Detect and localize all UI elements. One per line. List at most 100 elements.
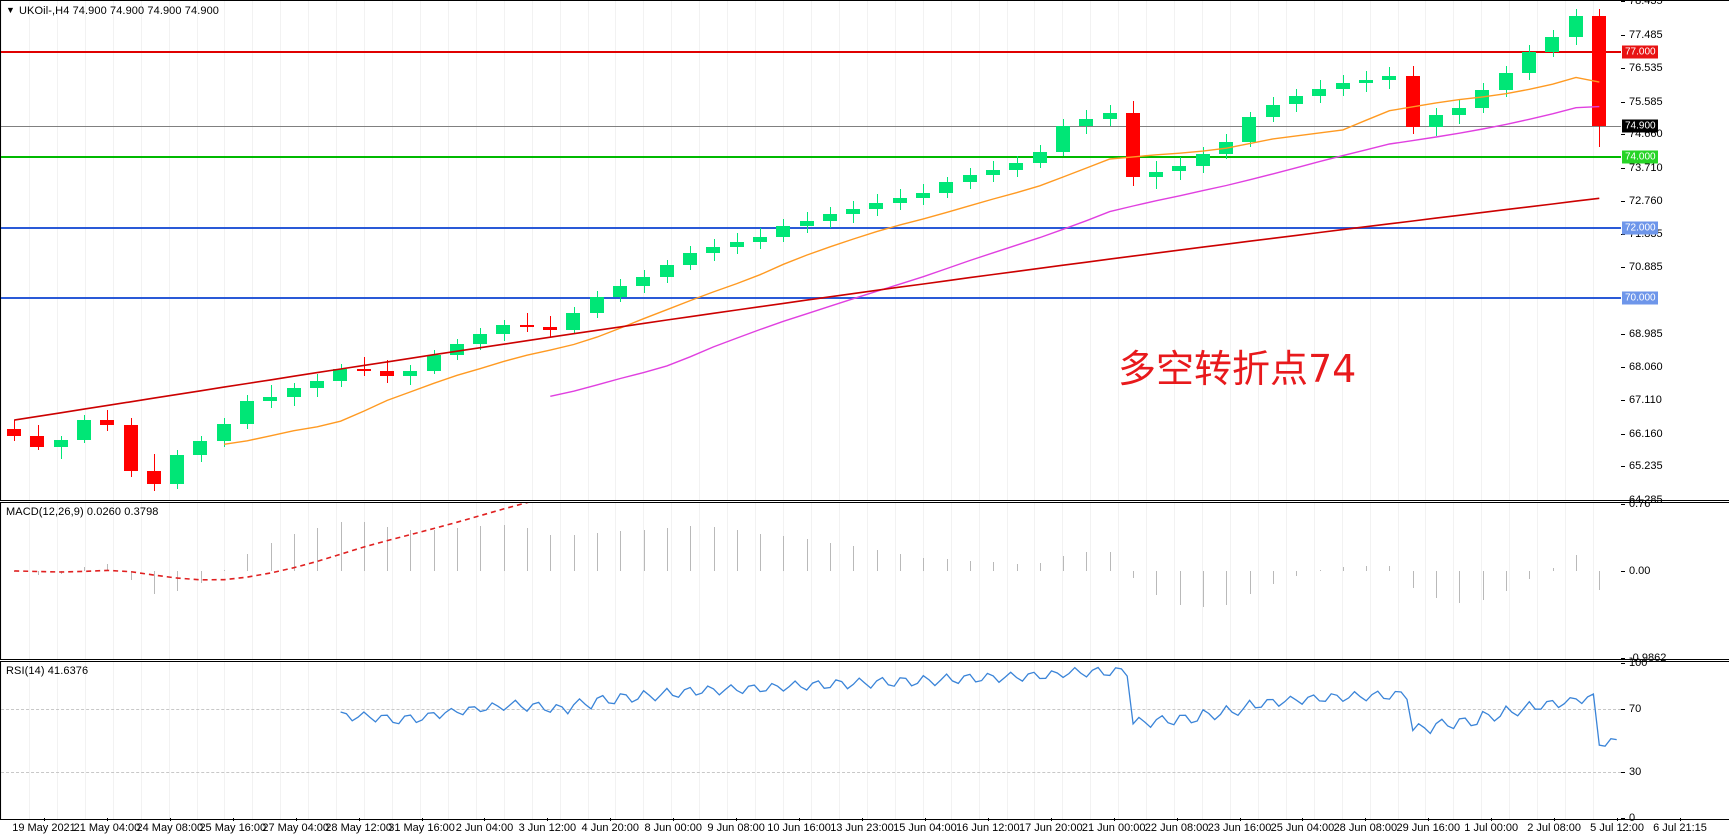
macd-histogram-bar (131, 570, 132, 580)
grid-line (392, 503, 393, 659)
candle-body (683, 252, 697, 265)
grid-line (951, 662, 952, 819)
grid-line (1034, 662, 1035, 819)
grid-line (1062, 662, 1063, 819)
axis-tick-mark (1617, 818, 1619, 821)
grid-line (364, 503, 365, 659)
candle-body (1522, 51, 1536, 73)
axis-tick-mark (1621, 709, 1625, 711)
grid-line (699, 662, 700, 819)
last-price-tag[interactable]: 74.900 (1622, 119, 1658, 133)
macd-histogram-bar (504, 524, 505, 571)
candle-body (1336, 83, 1350, 89)
grid-line (1090, 662, 1091, 819)
grid-line (29, 1, 30, 500)
macd-histogram-bar (620, 530, 621, 571)
grid-line (1481, 503, 1482, 659)
time-axis-label: 19 May 2021 (12, 822, 76, 834)
axis-tick-mark (1621, 366, 1625, 368)
candle-body (823, 213, 837, 221)
axis-tick-mark (1302, 818, 1304, 821)
time-axis-label: 31 May 16:00 (388, 822, 455, 834)
price-plot-area[interactable] (1, 1, 1621, 500)
grid-line (141, 662, 142, 819)
grid-line (755, 1, 756, 500)
rsi-axis-label: 100 (1629, 657, 1648, 669)
grid-line (727, 662, 728, 819)
grid-line (1314, 503, 1315, 659)
grid-line (951, 1, 952, 500)
grid-line (1286, 503, 1287, 659)
price-level-line[interactable] (1, 50, 1621, 53)
macd-histogram-bar (853, 546, 854, 571)
grid-line (1565, 1, 1566, 500)
axis-tick-mark (1621, 101, 1625, 103)
grid-line (560, 662, 561, 819)
grid-line (532, 662, 533, 819)
candle-body (310, 381, 324, 389)
macd-histogram-bar (690, 526, 691, 571)
macd-histogram-bar (807, 539, 808, 571)
rsi-axis-label: 70 (1629, 703, 1642, 716)
macd-histogram-bar (1017, 563, 1018, 571)
macd-plot-area[interactable] (1, 503, 1621, 659)
grid-line (1258, 503, 1259, 659)
grid-line (895, 662, 896, 819)
level-72-tag[interactable]: 72.000 (1622, 221, 1658, 235)
price-level-line[interactable] (1, 156, 1621, 159)
time-axis-label: 27 May 04:00 (262, 822, 330, 834)
rsi-indicator-panel[interactable]: 100 70 30 0 (0, 657, 1729, 824)
grid-line (336, 1, 337, 500)
axis-tick-mark (1621, 334, 1625, 336)
grid-line (224, 662, 225, 819)
grid-line (1090, 1, 1091, 500)
price-axis-label: 72.760 (1629, 195, 1663, 208)
rsi-plot-area[interactable] (1, 662, 1621, 819)
candle-body (1359, 79, 1373, 84)
level-70-tag[interactable]: 70.000 (1622, 291, 1658, 305)
grid-line (1146, 503, 1147, 659)
grid-line (1202, 662, 1203, 819)
price-level-line[interactable] (1, 125, 1621, 127)
macd-indicator-panel[interactable]: 0.76 0.00 -0.9862 (0, 498, 1729, 664)
grid-line (448, 503, 449, 659)
grid-line (476, 1, 477, 500)
macd-histogram-bar (667, 527, 668, 571)
price-chart-panel[interactable]: 78.435 77.485 76.535 75.585 74.660 73.710 72.7… (0, 0, 1729, 506)
grid-line (671, 503, 672, 659)
grid-line (1342, 662, 1343, 819)
axis-tick-mark (1621, 1, 1625, 2)
candle-body (217, 423, 231, 442)
level-77-tag[interactable]: 77.000 (1622, 45, 1658, 59)
macd-histogram-bar (84, 566, 85, 571)
grid-line (727, 503, 728, 659)
price-level-line[interactable] (1, 226, 1621, 229)
time-axis-label: 21 Jun 00:00 (1081, 822, 1146, 834)
macd-histogram-bar (900, 554, 901, 571)
macd-histogram-bar (1576, 554, 1577, 571)
price-axis-label: 67.110 (1629, 394, 1662, 407)
axis-tick-mark (1621, 466, 1625, 468)
grid-line (1314, 662, 1315, 819)
candle-body (613, 286, 627, 297)
collapse-icon[interactable]: ▼ (6, 5, 16, 15)
axis-tick-mark (1365, 818, 1367, 821)
macd-histogram-bar (550, 534, 551, 571)
axis-tick-mark (799, 818, 801, 821)
candle-body (846, 208, 860, 214)
grid-line (1425, 503, 1426, 659)
grid-line (1453, 662, 1454, 819)
time-axis-label: 1 Jul 00:00 (1464, 822, 1519, 834)
level-74-tag[interactable]: 74.000 (1622, 150, 1658, 164)
grid-line (308, 662, 309, 819)
candle-body (240, 400, 254, 424)
symbol-quote-caption: ▼ UKOil-,H4 74.900 74.900 74.900 74.900 (6, 5, 219, 17)
axis-tick-mark (1491, 818, 1493, 821)
candle-body (590, 296, 604, 313)
grid-line (1230, 662, 1231, 819)
grid-line (979, 503, 980, 659)
price-level-line[interactable] (1, 297, 1621, 300)
macd-histogram-bar (1063, 556, 1064, 571)
grid-line (867, 503, 868, 659)
macd-histogram-bar (154, 570, 155, 594)
